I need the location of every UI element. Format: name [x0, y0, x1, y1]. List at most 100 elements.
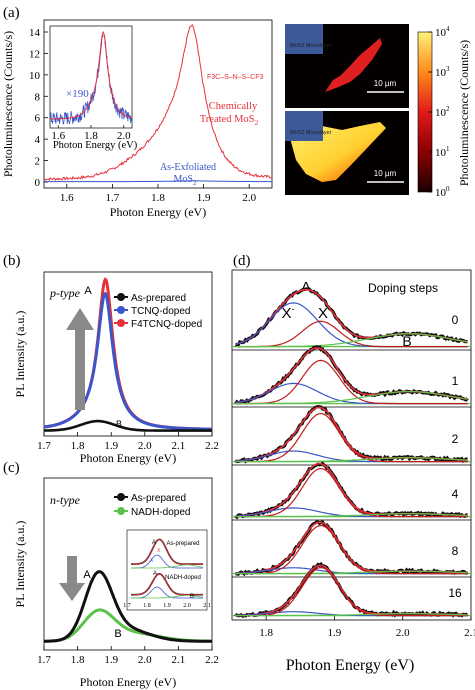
panel-b-chart: PL Intensity (a.u.) Photon Energy (eV) 1… [13, 271, 219, 465]
exfoliated-label-line1: As-Exfoliated [160, 162, 216, 173]
series-tcnq-doped [43, 291, 212, 431]
panel-c-chart: PL Intensity (a.u.) Photon Energy (eV) 1… [13, 477, 219, 689]
panel-d-header: Doping steps [368, 281, 438, 295]
inset-c-label: As-prepared [166, 541, 199, 547]
panel-a-inset-tick-label: 1.8 [84, 130, 98, 142]
panel-d-xtick-label: 2.1 [464, 627, 475, 639]
panel-d-peak-xminus: X- [281, 304, 294, 322]
inset-c-xtick-label: 2.0 [183, 603, 191, 609]
panel-c-ylabel: PL Intensity (a.u.) [13, 521, 27, 608]
inset-c-peak: X [157, 548, 161, 554]
inset-c-xtick-label: 2.1 [203, 603, 211, 609]
panel-a-ytick-label: 2 [35, 156, 41, 168]
panel-c-legend-marker [117, 507, 125, 515]
down-arrow [59, 556, 85, 601]
panel-a-ytick-label: 8 [35, 91, 41, 103]
inset-c-trion [131, 554, 203, 569]
panel-a-xtick-label: 2.0 [242, 192, 256, 204]
panel-b-legend-marker [117, 293, 125, 301]
inset-c-trion [131, 586, 203, 599]
panel-d-xtick-label: 1.8 [259, 627, 273, 639]
panel-a-inset-tick-label: 1.6 [51, 130, 65, 142]
panel-b-peak-a: A [84, 285, 92, 297]
panel-b-peak-b: B [116, 419, 122, 429]
panel-d-step-label: 1 [452, 374, 459, 388]
panel-c-legend-label: As-prepared [131, 493, 186, 504]
up-arrow [66, 308, 94, 410]
panel-b-legend-marker [117, 306, 125, 314]
inset-c-fit [131, 538, 203, 565]
panel-d-fit-exciton [235, 359, 468, 405]
colorbar-tick-label: 103 [435, 65, 450, 79]
panel-c-xtick-label: 2.0 [138, 654, 152, 666]
inset-c-b-exciton [131, 564, 204, 569]
inset-c-peak: X [150, 558, 154, 564]
panel-b-ylabel: PL Intensity (a.u.) [13, 311, 27, 398]
panel-d-fit-total [235, 406, 468, 462]
panel-c-xtick-label: 1.9 [104, 654, 118, 666]
treated-label-line1: Chemically [209, 101, 258, 112]
panel-d-fit-exciton [235, 412, 468, 463]
panel-c-xtick-label: 2.2 [205, 654, 219, 666]
molecule-formula: F3C–S–N–S–CF3 [207, 74, 264, 81]
panel-d-fit-exciton [235, 320, 468, 348]
panel-d-data [234, 344, 469, 405]
panel-c-frame [43, 477, 213, 651]
panel-d-step-label: 0 [452, 313, 459, 327]
pl-image-treated: MoS2 Monolayer 10 µm [285, 111, 409, 195]
inset-treated [50, 31, 133, 120]
inset-c-label: NADH-doped [165, 575, 201, 581]
panel-b-legend-label: As-prepared [131, 293, 186, 304]
panel-a-chart: Photoluminescence (Counts/s) Photon Ener… [1, 19, 273, 219]
series-as-prepared-c [44, 570, 212, 643]
panel-a-xtick-label: 1.9 [197, 192, 211, 204]
colorbar-tick-label: 101 [435, 145, 450, 159]
panel-d-xlabel: Photon Energy (eV) [286, 657, 415, 674]
panel-d-fit-total [235, 521, 468, 575]
panel-c-xtick-label: 1.7 [37, 654, 51, 666]
inset-c-xtick-label: 1.8 [143, 603, 151, 609]
mos2-schematic-label-2: MoS2 Monolayer [290, 130, 332, 136]
panel-a-xlabel: Photon Energy (eV) [110, 205, 206, 219]
panel-a-ytick-label: 14 [29, 27, 41, 39]
panel-d-letter: (d) [233, 253, 251, 269]
panel-c-xlabel: Photon Energy (eV) [80, 675, 176, 689]
panel-d-xtick-label: 2.0 [396, 627, 410, 639]
panel-c-inset-frame [126, 529, 208, 611]
untreated-flake [325, 38, 382, 92]
panel-b-frame [43, 271, 213, 437]
panel-c-peak-b: B [114, 628, 121, 640]
panel-a-xtick-label: 1.7 [106, 192, 120, 204]
inset-c-peak: A [153, 571, 157, 577]
inset-c-peak: A [152, 540, 156, 546]
panel-d-peak-x: X [318, 305, 328, 322]
panel-d-step-label: 2 [452, 432, 459, 446]
panel-c-legend-marker [117, 493, 125, 501]
treated-label-line2: Treated MoS2 [200, 114, 259, 127]
panel-c-letter: (c) [3, 460, 20, 476]
inset-c-peak: B [190, 594, 194, 600]
panel-d-frame [231, 269, 472, 621]
panel-b-xtick-label: 2.2 [205, 440, 219, 452]
panel-d-peak-b: B [402, 333, 411, 349]
panel-c-xtick-label: 1.8 [71, 654, 85, 666]
panel-b-xlabel: Photon Energy (eV) [80, 451, 176, 465]
panel-a-xtick-label: 1.6 [60, 192, 74, 204]
mos2-schematic-label-1: MoS2 Monolayer [290, 43, 332, 49]
mos2-schematic-2 [285, 111, 323, 141]
inset-c-xtick-label: 1.9 [163, 603, 171, 609]
inset-c-fit [131, 573, 203, 596]
panel-a-ytick-label: 4 [35, 134, 41, 146]
panel-a-inset-xlabel: Photon Energy (eV) [53, 140, 138, 151]
panel-c-legend-label: NADH-doped [131, 507, 190, 518]
mos2-schematic-1 [285, 24, 323, 54]
panel-a-letter: (a) [3, 5, 20, 21]
panel-a-inset-multiplier: ×190 [66, 88, 89, 100]
exfoliated-label-line2: MoS2 [174, 174, 197, 187]
panel-b-xtick-label: 2.1 [172, 440, 186, 452]
panel-b-legend-label: F4TCNQ-doped [131, 319, 202, 330]
panel-b-letter: (b) [3, 253, 21, 269]
pl-image-untreated: MoS2 Monolayer 10 µm [285, 24, 409, 108]
panel-b-legend-marker [117, 319, 125, 327]
panel-d-fit-exciton [235, 524, 468, 575]
